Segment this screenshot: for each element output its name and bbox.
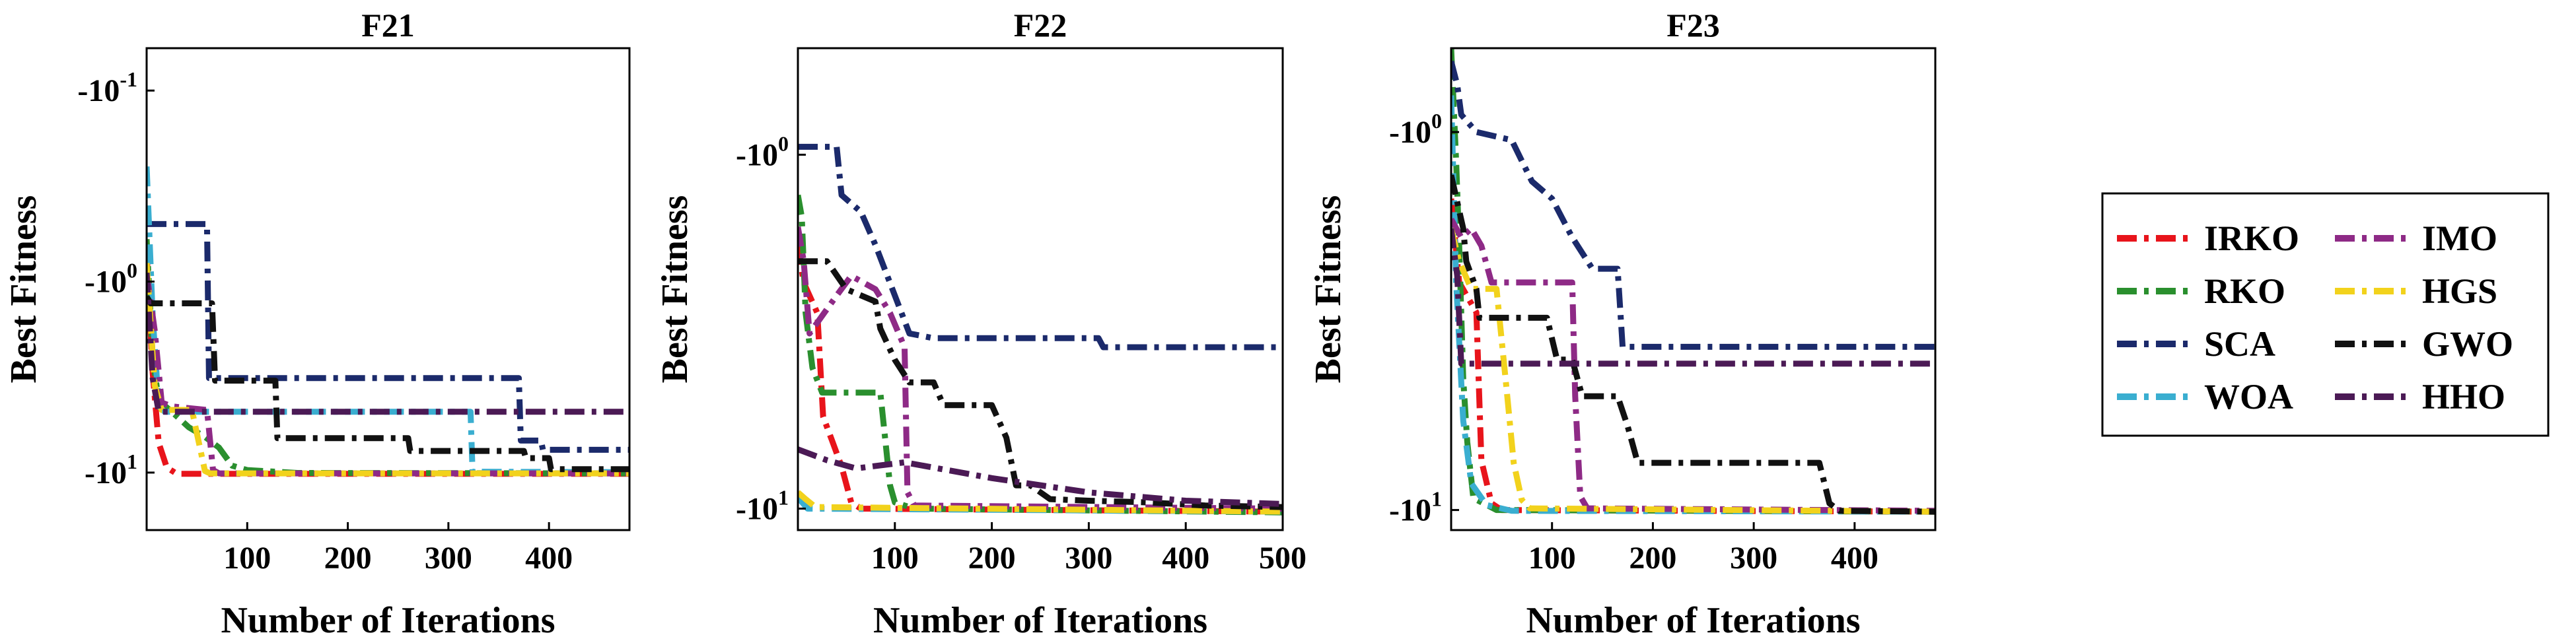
x-axis-label-f22: Number of Iterations [873,600,1207,639]
series-line-sca-f22 [798,143,1283,351]
series-line-imo-f21 [147,272,629,477]
x-tick-label-f21-100: 100 [223,541,271,576]
series-line-hho-f21 [147,273,629,415]
series-line-hgs-f22 [798,490,1283,515]
series-line-irko-f21 [147,252,629,477]
y-tick-label-f22-1: -101 [736,485,789,526]
legend-label-gwo: GWO [2422,324,2513,364]
legend-entry-gwo: GWO [2335,324,2513,364]
chart-f23: 100 200 300 400 -100 -101 F23 Number of Iterati… [1308,7,1937,639]
legend-entry-hho: HHO [2335,377,2505,417]
legend-label-hho: HHO [2422,377,2505,417]
y-tick-label-f21-2: -101 [85,450,137,490]
legend-label-imo: IMO [2422,219,2497,258]
chart-title-f22: F22 [1014,7,1067,44]
y-axis-label-f23: Best Fitness [1308,195,1349,384]
series-line-hgs-f23 [1451,228,1935,515]
legend-entry-imo: IMO [2335,219,2497,258]
legend-label-rko: RKO [2204,271,2285,311]
series-line-sca-f21 [147,220,629,453]
legend-entry-sca: SCA [2117,324,2275,364]
y-axis-label-f22: Best Fitness [655,195,696,384]
y-tick-label-f21-0: -10-1 [77,67,137,108]
y-tick-label-f21-1: -100 [85,259,137,300]
legend: IRKO IMO RKO HGS SCA GWO WOA HHO [2101,192,2550,437]
legend-label-hgs: HGS [2422,271,2497,311]
x-tick-label-f23-200: 200 [1629,541,1676,576]
series-line-gwo-f21 [147,295,629,473]
series-line-gwo-f23 [1451,174,1935,515]
y-tick-label-f23-1: -101 [1389,487,1442,528]
series-line-imo-f23 [1451,217,1935,514]
x-axis-label-f21: Number of Iterations [221,600,555,639]
y-tick-label-f22-0: -100 [736,131,789,172]
legend-label-irko: IRKO [2204,219,2299,258]
series-line-rko-f22 [798,194,1283,516]
series-line-sca-f23 [1451,60,1935,350]
series-line-imo-f22 [798,226,1283,512]
plot-frame-f21 [145,47,631,531]
x-axis-label-f23: Number of Iterations [1526,600,1860,639]
x-tick-label-f21-400: 400 [525,541,573,576]
legend-label-woa: WOA [2204,377,2293,417]
x-tick-label-f21-200: 200 [324,541,372,576]
x-tick-label-f23-300: 300 [1730,541,1777,576]
x-tick-label-f22-500: 500 [1259,541,1306,576]
legend-box [2101,192,2550,437]
chart-f22: 100 200 300 400 500 -100 -101 F22 Number of Iter… [655,7,1306,639]
chart-title-f21: F21 [361,7,415,44]
x-tick-label-f22-300: 300 [1065,541,1112,576]
series-line-woa-f22 [798,495,1283,515]
x-tick-label-f23-400: 400 [1831,541,1878,576]
plot-area-f23 [1451,48,1935,530]
legend-entry-irko: IRKO [2117,219,2299,258]
x-tick-label-f21-300: 300 [425,541,472,576]
plot-frame-f22 [797,47,1284,531]
plot-frame-f23 [1450,47,1937,531]
x-tick-label-f22-100: 100 [871,541,919,576]
series-line-hho-f23 [1451,228,1935,367]
series-line-hho-f22 [798,446,1283,507]
x-tick-label-f23-100: 100 [1528,541,1576,576]
chart-f21: 100 200 300 400 -10-1 -100 -101 F21 Number of It… [3,7,631,639]
x-tick-label-f22-200: 200 [968,541,1016,576]
y-tick-label-f23-0: -100 [1389,109,1442,150]
plot-area-f21 [147,48,629,530]
y-axis-label-f21: Best Fitness [3,195,44,384]
legend-entry-rko: RKO [2117,271,2285,311]
series-line-gwo-f22 [798,258,1283,510]
legend-label-sca: SCA [2204,324,2275,364]
x-tick-label-f22-400: 400 [1162,541,1209,576]
chart-title-f23: F23 [1666,7,1720,44]
legend-entry-hgs: HGS [2335,271,2497,311]
legend-entry-woa: WOA [2117,377,2293,417]
